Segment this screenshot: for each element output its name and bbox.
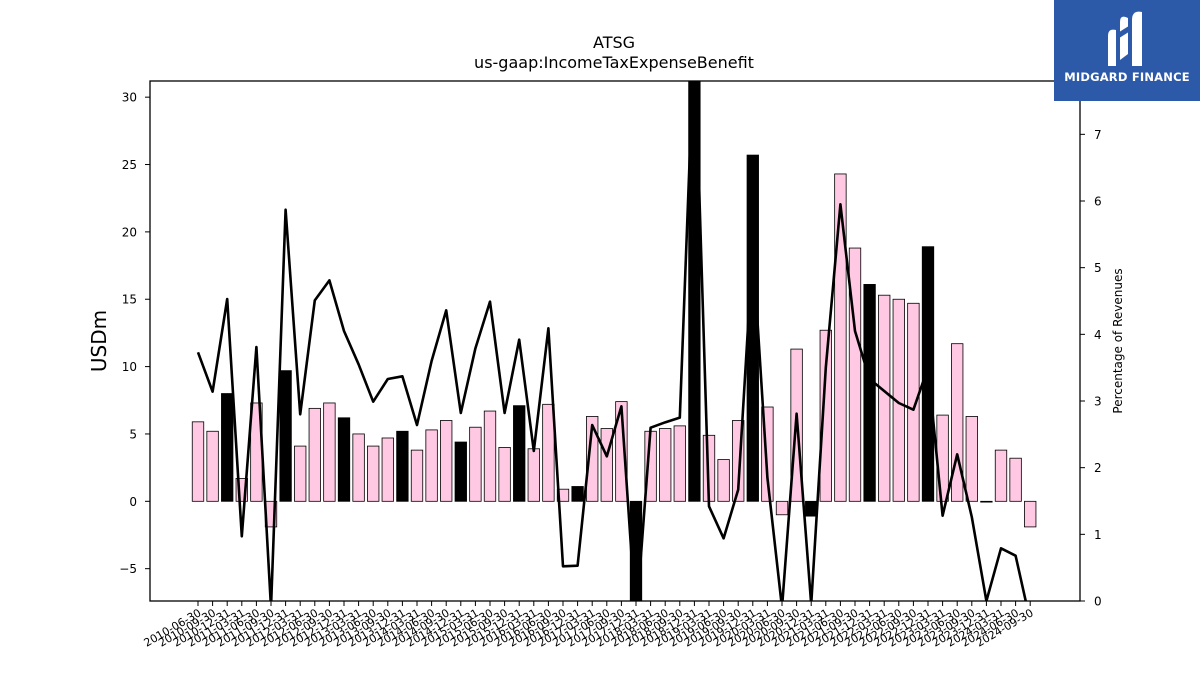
y2-tick-label: 5 [1094, 261, 1102, 275]
y2-tick-label: 7 [1094, 128, 1102, 142]
bar-2015-06-30 [483, 410, 497, 502]
bar-2014-12-31 [454, 441, 467, 502]
bar-2017-03-31 [586, 416, 599, 502]
y2-tick-label: 2 [1094, 461, 1102, 475]
bar-2019-06-30 [717, 459, 730, 502]
y-axis-label: USDm [87, 310, 111, 372]
percentage-of-revenues-line [196, 81, 1028, 601]
bar-2018-09-30 [673, 425, 686, 502]
bar-2011-03-31 [235, 478, 248, 502]
line-series-layer [196, 81, 1028, 601]
bar-2022-06-30 [892, 298, 905, 502]
bar-2012-06-30 [308, 407, 321, 502]
midgard-finance-logo: MIDGARD FINANCE [1054, 0, 1200, 101]
bar-2023-06-30 [951, 343, 964, 502]
bar-2015-12-31 [513, 405, 526, 502]
bar-2014-06-30 [425, 429, 438, 502]
chart-title: ATSG [593, 33, 635, 52]
y2-tick-label: 4 [1094, 328, 1102, 342]
bar-2020-03-31 [761, 406, 774, 502]
y-tick-label: 25 [122, 158, 137, 172]
bar-2019-09-30 [732, 420, 745, 502]
bar-2012-12-31 [337, 417, 351, 502]
y-tick-label: 5 [129, 427, 137, 441]
bar-2023-03-31 [936, 414, 949, 502]
bar-2012-09-30 [323, 402, 336, 502]
bar-2023-12-31 [980, 500, 993, 503]
bar-2016-03-31 [527, 448, 540, 502]
bar-2024-09-30 [1024, 500, 1037, 528]
bar-2014-09-30 [440, 420, 453, 502]
bar-2022-09-30 [907, 302, 920, 502]
chart-subtitle: us-gaap:IncomeTaxExpenseBenefit [474, 53, 754, 72]
x-axis: 2010-06-302010-09-302010-12-312011-03-31… [142, 601, 1036, 650]
bar-2018-12-31 [688, 81, 701, 502]
bar-2023-09-30 [965, 416, 978, 502]
y-axis-left: −5 0 5 10 15 20 25 30 [119, 91, 150, 576]
bar-2021-12-31 [863, 284, 876, 502]
bar-2010-06-30 [191, 421, 205, 502]
y-tick-label: 15 [122, 293, 137, 307]
y-tick-label: −5 [119, 562, 137, 576]
y2-tick-label: 3 [1094, 395, 1102, 409]
bar-2017-06-30 [600, 428, 613, 502]
y-tick-label: 0 [129, 495, 137, 509]
bar-2016-06-30 [542, 403, 555, 502]
plot-frame [149, 80, 1081, 602]
bar-2012-03-31 [294, 445, 307, 502]
bar-2015-03-31 [469, 426, 482, 502]
bar-2013-06-30 [367, 445, 380, 502]
bar-2013-12-31 [396, 430, 409, 502]
bar-series [191, 81, 1037, 601]
bar-2017-09-30 [615, 401, 628, 502]
bar-2010-09-30 [206, 430, 219, 502]
bar-2016-12-31 [571, 486, 584, 502]
bar-2016-09-30 [556, 488, 570, 502]
bar-2010-12-31 [221, 393, 234, 502]
y-tick-label: 10 [122, 360, 137, 374]
y-tick-label: 20 [122, 225, 137, 239]
bar-2011-12-31 [279, 370, 292, 502]
y-tick-label: 30 [122, 91, 137, 105]
bar-2021-09-30 [848, 247, 862, 502]
y2-tick-label: 0 [1094, 595, 1102, 609]
y2-tick-label: 1 [1094, 528, 1102, 542]
bar-2018-06-30 [659, 428, 672, 502]
bar-2024-06-30 [1009, 457, 1022, 502]
logo-text: MIDGARD FINANCE [1064, 70, 1190, 84]
bar-2013-03-31 [352, 433, 365, 502]
midgard-m-icon [1108, 11, 1142, 67]
y2-axis-label: Percentage of Revenues [1111, 268, 1125, 413]
bar-2013-09-30 [381, 437, 394, 502]
y-axis-right: 0 1 2 3 4 5 6 7 [1080, 128, 1102, 609]
bar-2022-03-31 [878, 294, 891, 502]
bar-2020-06-30 [775, 500, 789, 516]
y2-tick-label: 6 [1094, 195, 1102, 209]
bar-2021-03-31 [819, 329, 832, 502]
bar-2015-09-30 [498, 447, 511, 502]
bar-2014-03-31 [410, 449, 424, 502]
bar-2020-12-31 [805, 500, 818, 517]
bar-2021-06-30 [834, 173, 847, 502]
bar-2024-03-31 [994, 449, 1008, 502]
